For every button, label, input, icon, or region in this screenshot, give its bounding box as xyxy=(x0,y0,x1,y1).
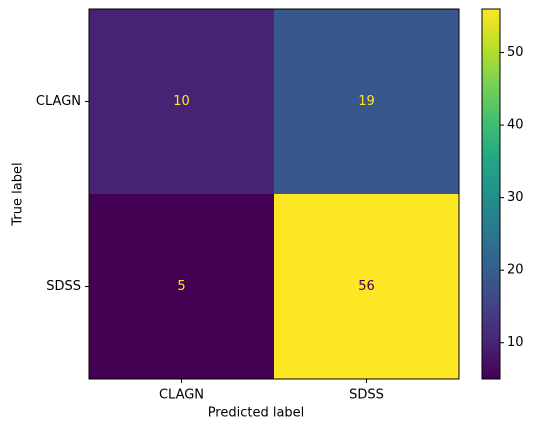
x-tick-label: CLAGN xyxy=(159,388,204,403)
colorbar-tick-label: 20 xyxy=(507,263,524,278)
colorbar-tick-label: 10 xyxy=(507,335,524,350)
colorbar xyxy=(481,8,501,380)
heatmap-cell xyxy=(274,9,460,195)
x-axis-label: Predicted label xyxy=(208,406,305,421)
plot-frame xyxy=(88,8,460,380)
cell-label: 5 xyxy=(177,279,185,294)
heatmap-cell xyxy=(89,9,275,195)
cell-label: 10 xyxy=(173,94,190,109)
y-tick-label: CLAGN xyxy=(36,94,81,109)
colorbar-tick-label: 40 xyxy=(507,118,524,133)
y-tick-label: SDSS xyxy=(46,279,81,294)
colorbar-tick-label: 50 xyxy=(507,45,524,60)
heatmap-cell xyxy=(89,194,275,380)
y-axis-label: True label xyxy=(11,162,26,226)
x-tick-label: SDSS xyxy=(349,388,384,403)
colorbar-tick-label: 30 xyxy=(507,190,524,205)
cell-label: 56 xyxy=(358,279,375,294)
cell-label: 19 xyxy=(358,94,375,109)
heatmap-cell xyxy=(274,194,460,380)
